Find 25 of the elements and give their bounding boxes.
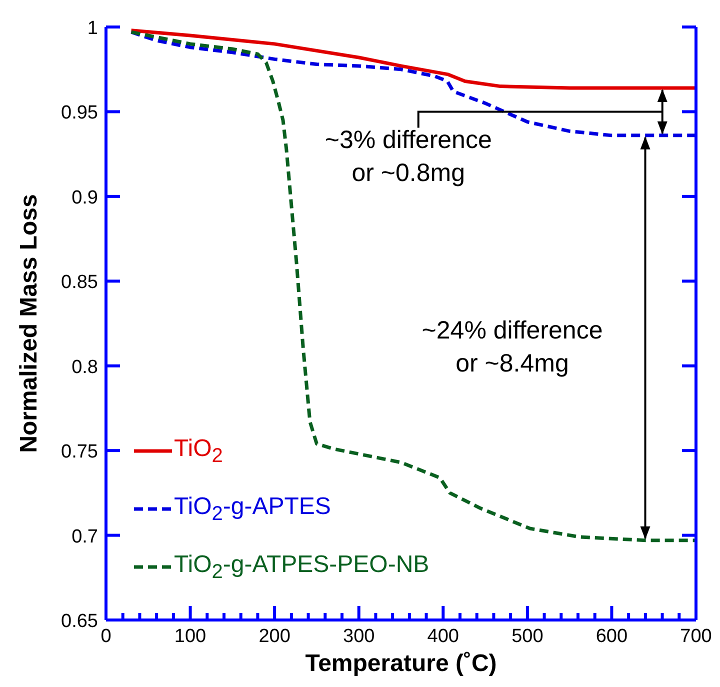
y-axis-title: Normalized Mass Loss [16,194,43,453]
x-tick-label: 400 [427,626,459,647]
annotation: ~3% difference or ~0.8mg [324,126,492,187]
y-tick-label: 0.95 [61,102,98,124]
x-tick-label: 600 [596,626,628,647]
line-series [130,30,696,542]
x-tick-label: 100 [174,626,206,647]
y-tick-label: 1 [87,18,98,39]
y-tick-label: 0.9 [72,187,98,208]
y-tick-label: 0.85 [61,272,98,294]
line-series [130,28,696,90]
y-tick-label: 0.65 [61,611,98,632]
x-tick-label: 0 [100,626,112,647]
x-tick-label: 700 [680,626,712,647]
x-axis-title: Temperature (˚C) [305,650,497,677]
x-tick-label: 200 [258,626,290,647]
y-tick-label: 0.7 [72,526,98,548]
y-tick-label: 0.8 [72,356,98,378]
legend-label: TiO$_{2}$-g-ATPES-PEO-NB [174,551,430,585]
x-tick-label: 500 [512,626,544,647]
legend-label: TiO$_{2}$-g-APTES [174,493,331,527]
annotation: ~24% difference or ~8.4mg [422,316,603,378]
x-tick-label: 300 [343,626,375,647]
y-tick-label: 0.75 [61,442,98,463]
legend-label: TiO$_{2}$ [174,435,223,469]
